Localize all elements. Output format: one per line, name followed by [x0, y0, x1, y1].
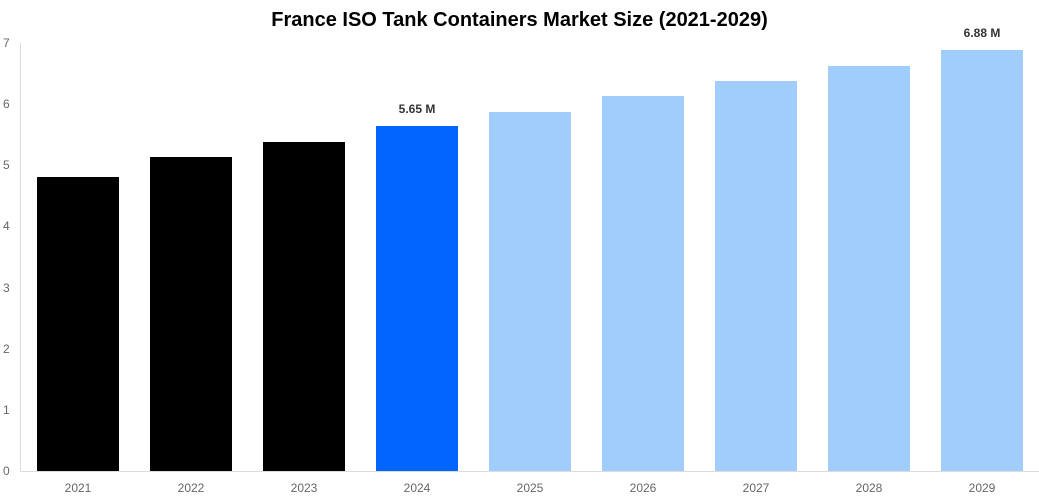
data-label: 5.65 M: [398, 101, 436, 116]
y-tick-label: 0: [3, 464, 10, 478]
chart-title: France ISO Tank Containers Market Size (…: [271, 9, 768, 31]
y-tick-label: 3: [3, 280, 10, 295]
x-tick-label: 2028: [855, 481, 883, 495]
bar-2021[interactable]: [37, 176, 119, 471]
y-tick-label: 2: [3, 341, 10, 356]
x-tick-label: 2023: [290, 481, 318, 495]
bar-2023[interactable]: [263, 142, 345, 471]
x-axis-line: [20, 471, 1039, 472]
x-tick-label: 2026: [629, 481, 657, 495]
data-label: 6.88 M: [963, 26, 1001, 41]
bar-2028[interactable]: [828, 66, 910, 471]
y-tick-label: 1: [3, 402, 10, 417]
x-tick-label: 2021: [64, 481, 92, 495]
bar-2025[interactable]: [489, 112, 571, 471]
bar-2024[interactable]: [376, 125, 458, 471]
y-tick-label: 6: [3, 97, 10, 112]
bar-2022[interactable]: [150, 156, 232, 471]
y-tick-label: 7: [3, 36, 10, 50]
bar-2029[interactable]: [941, 50, 1023, 471]
y-tick-label: 4: [3, 219, 10, 234]
x-tick-label: 2022: [177, 481, 205, 495]
y-tick-label: 5: [3, 158, 10, 173]
x-tick-label: 2025: [516, 481, 544, 495]
bar-2027[interactable]: [715, 80, 797, 471]
x-tick-label: 2024: [403, 481, 431, 495]
x-tick-label: 2029: [968, 481, 996, 495]
x-tick-label: 2027: [742, 481, 770, 495]
bar-2026[interactable]: [602, 96, 684, 471]
y-axis-line: [20, 43, 21, 471]
